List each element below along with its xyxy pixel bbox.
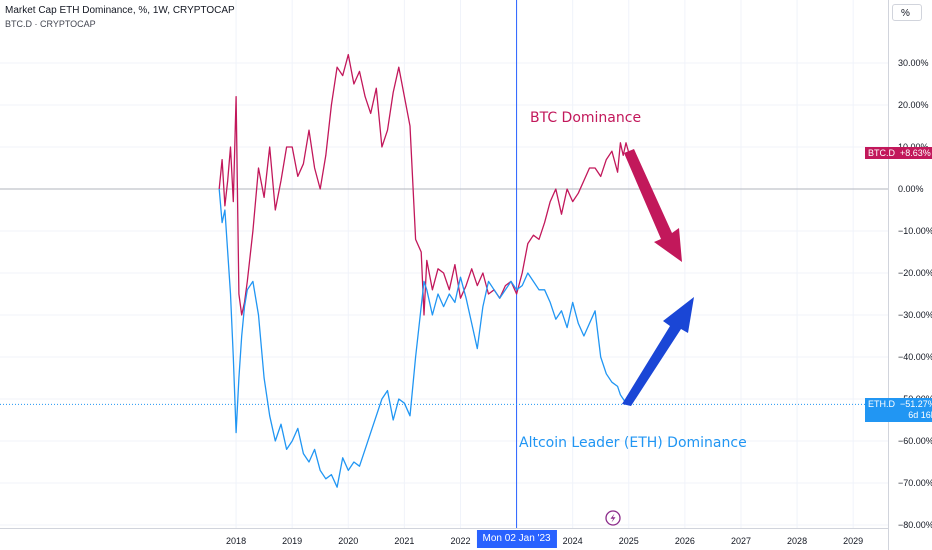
crosshair-date-label: Mon 02 Jan '23 bbox=[476, 530, 557, 548]
x-tick-label: 2022 bbox=[450, 536, 470, 546]
x-tick-label: 2020 bbox=[338, 536, 358, 546]
y-tick-label: 30.00% bbox=[898, 58, 929, 68]
series-layer bbox=[218, 53, 630, 488]
eth-badge-countdown: 6d 16h bbox=[908, 410, 932, 420]
y-tick-label: 0.00% bbox=[898, 184, 924, 194]
y-axis-ticks: 30.00%20.00%10.00%0.00%−10.00%−20.00%−30… bbox=[898, 58, 932, 530]
btc-price-badge: BTC.D +8.63% bbox=[865, 147, 932, 159]
arrow-up bbox=[622, 297, 694, 406]
x-tick-label: 2025 bbox=[619, 536, 639, 546]
series-line-eth-d bbox=[218, 188, 630, 488]
y-tick-label: 20.00% bbox=[898, 100, 929, 110]
x-tick-label: 2029 bbox=[843, 536, 863, 546]
y-tick-label: −60.00% bbox=[898, 436, 932, 446]
y-tick-label: −20.00% bbox=[898, 268, 932, 278]
chart-title: Market Cap ETH Dominance, %, 1W, CRYPTOC… bbox=[5, 5, 235, 16]
y-tick-label: −40.00% bbox=[898, 352, 932, 362]
x-tick-label: 2027 bbox=[731, 536, 751, 546]
lightning-logo-ring bbox=[605, 510, 621, 526]
percent-scale-button[interactable]: % bbox=[892, 4, 922, 21]
arrow-down bbox=[624, 149, 682, 262]
eth-badge-value: −51.27% bbox=[900, 399, 932, 409]
btc-badge-symbol: BTC.D bbox=[868, 148, 895, 158]
arrow-down-shape bbox=[624, 149, 682, 262]
lightning-logo-icon[interactable] bbox=[605, 510, 621, 526]
x-tick-label: 2021 bbox=[394, 536, 414, 546]
x-tick-label: 2019 bbox=[282, 536, 302, 546]
x-tick-label: 2028 bbox=[787, 536, 807, 546]
eth-badge-symbol: ETH.D bbox=[868, 399, 895, 409]
x-tick-label: 2024 bbox=[563, 536, 583, 546]
eth-price-badge: ETH.D −51.27% 6d 16h bbox=[865, 398, 932, 422]
chart-grid bbox=[0, 0, 888, 528]
y-tick-label: −10.00% bbox=[898, 226, 932, 236]
y-tick-label: −80.00% bbox=[898, 520, 932, 530]
btc-badge-value: +8.63% bbox=[900, 148, 931, 158]
y-tick-label: −70.00% bbox=[898, 478, 932, 488]
btc-dominance-annotation: BTC Dominance bbox=[530, 110, 642, 126]
lightning-logo-bolt bbox=[610, 513, 616, 523]
series-line-btc-d bbox=[218, 53, 630, 316]
arrow-up-shape bbox=[622, 297, 694, 406]
eth-dominance-annotation: Altcoin Leader (ETH) Dominance bbox=[519, 435, 747, 451]
y-tick-label: −30.00% bbox=[898, 310, 932, 320]
x-tick-label: 2026 bbox=[675, 536, 695, 546]
chart-subtitle: BTC.D · CRYPTOCAP bbox=[5, 19, 96, 29]
x-tick-label: 2018 bbox=[226, 536, 246, 546]
